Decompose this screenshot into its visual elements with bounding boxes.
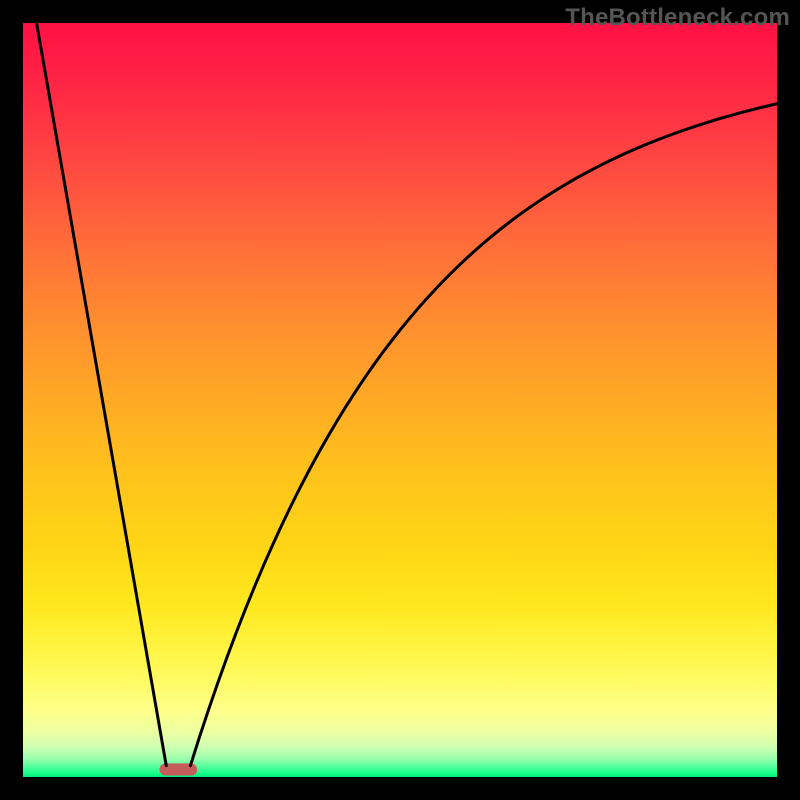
figure-container: TheBottleneck.com: [0, 0, 800, 800]
bottleneck-chart: [0, 0, 800, 800]
watermark-text: TheBottleneck.com: [565, 4, 790, 32]
